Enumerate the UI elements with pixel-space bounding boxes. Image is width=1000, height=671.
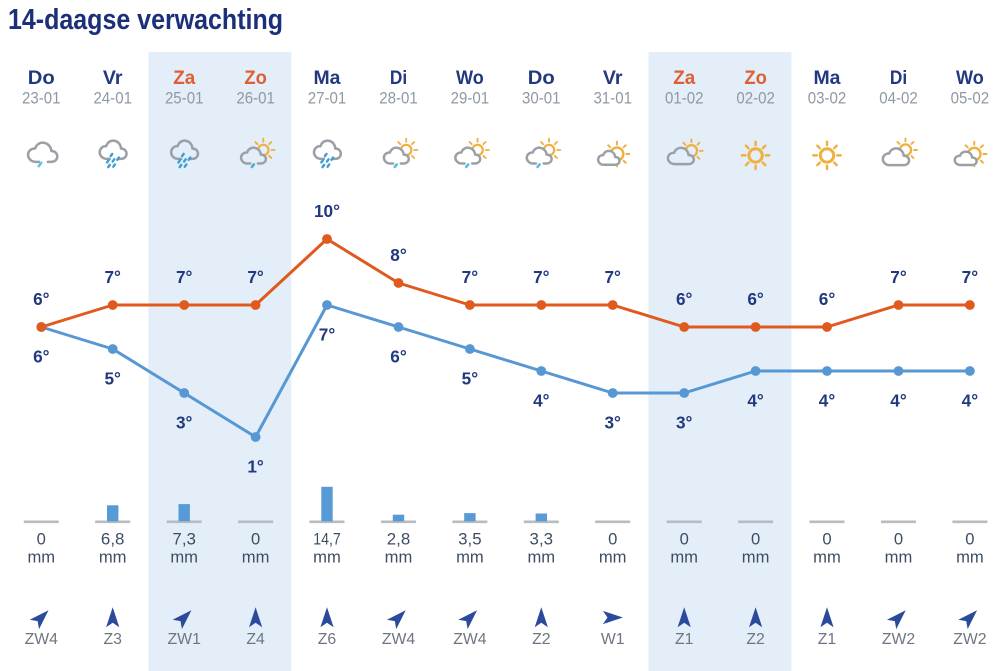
svg-text:mm: mm xyxy=(527,548,555,567)
svg-text:3°: 3° xyxy=(604,413,621,433)
svg-text:7°: 7° xyxy=(319,325,336,345)
svg-text:Wo: Wo xyxy=(956,68,984,89)
svg-text:7°: 7° xyxy=(104,267,121,287)
svg-text:26-01: 26-01 xyxy=(236,90,275,108)
svg-text:ZW2: ZW2 xyxy=(953,631,986,648)
svg-text:24-01: 24-01 xyxy=(93,90,132,108)
svg-text:6°: 6° xyxy=(747,289,764,309)
svg-text:14,7: 14,7 xyxy=(313,530,341,549)
svg-text:7°: 7° xyxy=(247,267,264,287)
svg-text:30-01: 30-01 xyxy=(522,90,561,108)
svg-text:2,8: 2,8 xyxy=(387,530,411,549)
svg-text:Di: Di xyxy=(890,68,907,89)
svg-text:4°: 4° xyxy=(962,391,979,411)
svg-text:3,5: 3,5 xyxy=(458,530,482,549)
svg-text:04-02: 04-02 xyxy=(879,90,918,108)
svg-text:Za: Za xyxy=(673,68,695,89)
svg-text:5°: 5° xyxy=(104,369,121,389)
svg-text:6°: 6° xyxy=(819,289,836,309)
svg-text:0: 0 xyxy=(894,530,903,549)
svg-text:7°: 7° xyxy=(604,267,621,287)
svg-text:7°: 7° xyxy=(890,267,907,287)
svg-text:10°: 10° xyxy=(314,201,340,221)
svg-text:Di: Di xyxy=(390,68,407,89)
svg-text:mm: mm xyxy=(99,548,127,567)
svg-text:mm: mm xyxy=(742,548,770,567)
svg-text:4°: 4° xyxy=(819,391,836,411)
svg-text:Zo: Zo xyxy=(744,68,767,89)
svg-text:4°: 4° xyxy=(890,391,907,411)
svg-text:Do: Do xyxy=(528,68,555,89)
svg-text:7°: 7° xyxy=(533,267,550,287)
svg-text:28-01: 28-01 xyxy=(379,90,418,108)
svg-text:05-02: 05-02 xyxy=(951,90,990,108)
svg-text:0: 0 xyxy=(608,530,617,549)
svg-text:03-02: 03-02 xyxy=(808,90,847,108)
svg-text:ZW2: ZW2 xyxy=(882,631,915,648)
svg-text:Z1: Z1 xyxy=(675,631,694,648)
svg-text:Z6: Z6 xyxy=(318,631,337,648)
svg-text:ZW1: ZW1 xyxy=(168,631,202,648)
svg-text:4°: 4° xyxy=(747,391,764,411)
svg-text:mm: mm xyxy=(813,548,841,567)
svg-text:7°: 7° xyxy=(176,267,193,287)
svg-text:02-02: 02-02 xyxy=(736,90,775,108)
svg-text:mm: mm xyxy=(313,548,341,567)
svg-text:6°: 6° xyxy=(676,289,693,309)
svg-text:0: 0 xyxy=(751,530,760,549)
svg-text:Ma: Ma xyxy=(314,68,341,89)
svg-text:ZW4: ZW4 xyxy=(25,631,59,648)
svg-text:5°: 5° xyxy=(462,369,479,389)
svg-text:mm: mm xyxy=(170,548,198,567)
svg-text:mm: mm xyxy=(456,548,484,567)
svg-text:31-01: 31-01 xyxy=(593,90,632,108)
svg-text:mm: mm xyxy=(242,548,270,567)
svg-text:Vr: Vr xyxy=(103,68,123,89)
svg-text:mm: mm xyxy=(670,548,698,567)
svg-text:Za: Za xyxy=(173,68,195,89)
svg-text:mm: mm xyxy=(885,548,913,567)
svg-text:mm: mm xyxy=(599,548,627,567)
svg-text:ZW4: ZW4 xyxy=(453,631,487,648)
svg-text:01-02: 01-02 xyxy=(665,90,704,108)
svg-text:3°: 3° xyxy=(176,413,193,433)
svg-text:Do: Do xyxy=(28,68,55,89)
svg-text:6°: 6° xyxy=(390,347,407,367)
svg-text:ZW4: ZW4 xyxy=(382,631,416,648)
svg-text:Zo: Zo xyxy=(244,68,267,89)
svg-text:3,3: 3,3 xyxy=(530,530,554,549)
svg-text:0: 0 xyxy=(965,530,974,549)
svg-text:Z4: Z4 xyxy=(246,631,265,648)
svg-text:14-daagse verwachting: 14-daagse verwachting xyxy=(8,4,283,36)
svg-text:Ma: Ma xyxy=(814,68,841,89)
svg-text:27-01: 27-01 xyxy=(308,90,347,108)
svg-text:W1: W1 xyxy=(601,631,625,648)
svg-text:23-01: 23-01 xyxy=(22,90,61,108)
svg-text:6°: 6° xyxy=(33,347,50,367)
svg-text:8°: 8° xyxy=(390,245,407,265)
svg-text:mm: mm xyxy=(956,548,984,567)
svg-text:0: 0 xyxy=(822,530,831,549)
svg-text:mm: mm xyxy=(27,548,55,567)
svg-text:mm: mm xyxy=(385,548,413,567)
svg-text:Vr: Vr xyxy=(603,68,623,89)
svg-text:7,3: 7,3 xyxy=(172,530,196,549)
svg-text:Z2: Z2 xyxy=(532,631,550,648)
svg-text:6°: 6° xyxy=(33,289,50,309)
svg-text:0: 0 xyxy=(680,530,689,549)
svg-text:Wo: Wo xyxy=(456,68,484,89)
svg-text:Z1: Z1 xyxy=(818,631,837,648)
svg-text:7°: 7° xyxy=(962,267,979,287)
svg-text:7°: 7° xyxy=(462,267,479,287)
svg-text:25-01: 25-01 xyxy=(165,90,204,108)
svg-text:0: 0 xyxy=(37,530,46,549)
svg-text:4°: 4° xyxy=(533,391,550,411)
svg-text:Z2: Z2 xyxy=(746,631,764,648)
svg-text:Z3: Z3 xyxy=(103,631,122,648)
svg-text:0: 0 xyxy=(251,530,260,549)
svg-text:3°: 3° xyxy=(676,413,693,433)
svg-text:1°: 1° xyxy=(247,457,264,477)
svg-text:29-01: 29-01 xyxy=(451,90,490,108)
svg-text:6,8: 6,8 xyxy=(101,530,125,549)
